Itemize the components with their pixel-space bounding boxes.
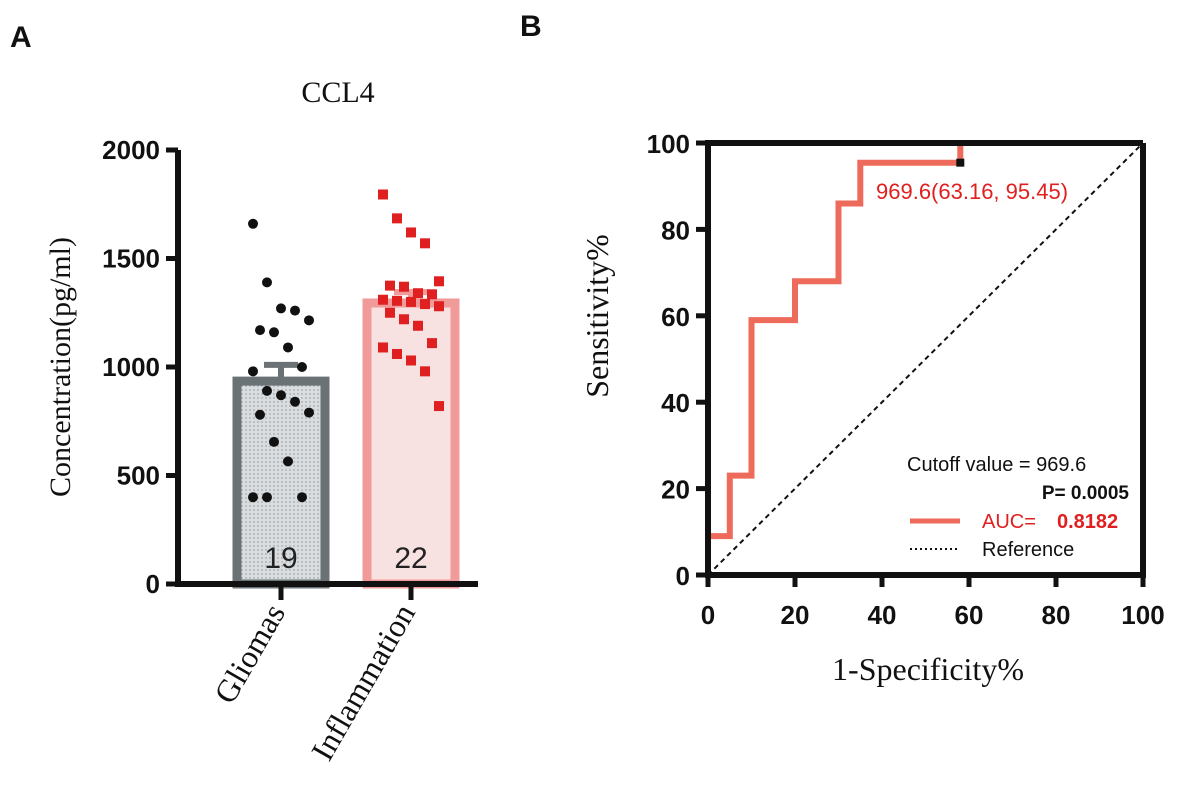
data-point (392, 213, 402, 224)
data-point (248, 366, 258, 377)
data-point (420, 238, 430, 249)
data-point (290, 396, 300, 407)
n-label-gliomas: 19 (264, 542, 297, 575)
data-point (420, 366, 430, 377)
reference-line (707, 142, 1144, 576)
data-point (255, 409, 265, 420)
axes: 0 20 40 60 80 100 0 20 40 60 80 100 (647, 129, 1165, 630)
roc-chart: 1-Specificity% Sensitivity% 0 20 40 60 80 100… (579, 129, 1165, 687)
data-point (297, 492, 307, 503)
data-point (434, 301, 444, 312)
legend-auc-value: 0.8182 (1057, 511, 1118, 533)
data-point (297, 362, 307, 372)
data-point (378, 342, 388, 353)
data-point (276, 390, 286, 401)
data-point (413, 288, 423, 299)
cutoff-point-label: 969.6(63.16, 95.45) (876, 179, 1068, 204)
y-tick-label: 500 (117, 461, 160, 491)
y-tick-label: 0 (676, 561, 690, 591)
x-tick-label: 80 (1042, 600, 1071, 630)
y-tick-label: 80 (661, 215, 690, 245)
x-tick-label: 60 (955, 600, 984, 630)
data-point (269, 436, 279, 447)
data-point (399, 314, 409, 325)
data-point (248, 492, 258, 503)
y-tick-label: 20 (661, 475, 690, 505)
p-value-label: P= 0.0005 (1042, 483, 1130, 504)
data-point (262, 277, 272, 288)
data-point (290, 305, 300, 316)
data-point (283, 456, 293, 467)
chart-b-ylabel: Sensitivity% (579, 234, 615, 398)
y-tick-label: 2000 (102, 135, 160, 165)
panel-label-b: B (520, 10, 542, 43)
data-point (304, 315, 314, 326)
data-point (385, 307, 395, 318)
data-point (406, 227, 416, 238)
y-tick-label: 60 (661, 302, 690, 332)
y-tick-label: 0 (146, 569, 160, 599)
data-point (262, 385, 272, 396)
panel-label-a: A (10, 21, 32, 54)
y-tick-label: 1500 (102, 244, 160, 274)
data-point (248, 218, 258, 229)
roc-curve (705, 140, 1143, 575)
cutoff-marker (956, 158, 965, 167)
data-point (269, 327, 279, 338)
n-label-inflammation: 22 (394, 542, 427, 575)
chart-a-title: CCL4 (301, 76, 374, 109)
data-point (392, 348, 402, 359)
x-tick-label: 100 (1121, 600, 1164, 630)
data-point (427, 289, 437, 300)
chart-a-ylabel: Concentration(pg/ml) (44, 237, 77, 497)
data-point (378, 189, 388, 200)
data-point (420, 299, 430, 310)
x-tick-label: 40 (868, 600, 897, 630)
data-point (262, 492, 272, 503)
y-tick-label: 100 (647, 129, 690, 159)
data-point (304, 407, 314, 418)
legend-auc-label: AUC= (982, 511, 1036, 533)
x-tick-label-inflammation: Inflammation (304, 598, 422, 767)
bars: 19 22 (232, 289, 460, 589)
x-tick-label: 20 (781, 600, 810, 630)
data-point (406, 296, 416, 307)
x-tick-label-gliomas: Gliomas (207, 598, 292, 710)
data-point (255, 325, 265, 336)
roc-plot (705, 140, 1144, 576)
chart-b-xlabel: 1-Specificity% (832, 651, 1024, 687)
data-points (248, 189, 444, 503)
data-point (378, 294, 388, 305)
data-point (385, 280, 395, 291)
x-tick-label: 0 (701, 600, 715, 630)
legend-reference-label: Reference (982, 539, 1074, 561)
cutoff-value-label: Cutoff value = 969.6 (907, 454, 1086, 476)
data-point (406, 355, 416, 366)
data-point (434, 276, 444, 287)
y-tick-label: 40 (661, 388, 690, 418)
data-point (392, 295, 402, 306)
bar-chart: CCL4 Concentration(pg/ml) 19 22 050010001… (44, 76, 478, 766)
data-point (276, 303, 286, 314)
data-point (413, 320, 423, 331)
data-point (283, 342, 293, 353)
data-point (427, 338, 437, 349)
data-point (399, 281, 409, 292)
y-tick-label: 1000 (102, 352, 160, 382)
data-point (434, 401, 444, 412)
